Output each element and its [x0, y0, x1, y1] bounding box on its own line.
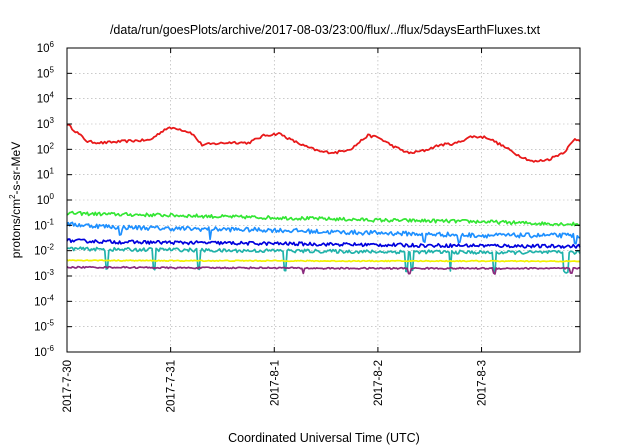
x-tick-label: 2017-8-1: [269, 360, 281, 406]
x-tick-label: 2017-8-3: [477, 360, 489, 406]
y-tick-label-exp: 1: [50, 167, 55, 176]
y-tick-label-exp: -5: [47, 319, 55, 328]
y-axis-label: protons/cm2-s-sr-MeV: [8, 142, 23, 258]
series-line-3: [66, 221, 581, 245]
grid-lines: [67, 48, 580, 352]
y-tick-label-base: 10: [37, 195, 50, 207]
y-tick-label: 10-6: [34, 344, 54, 359]
y-tick-label-base: 10: [34, 296, 47, 308]
y-tick-label-base: 10: [37, 144, 50, 156]
y-axis-label-main: protons/cm: [9, 199, 23, 258]
y-tick-label-base: 10: [34, 220, 47, 232]
series-line-7: [66, 265, 580, 275]
y-tick-label-exp: -4: [47, 293, 55, 302]
y-tick-label: 10-4: [34, 293, 54, 308]
y-tick-label-base: 10: [37, 94, 50, 106]
y-tick-label: 10-1: [34, 217, 54, 232]
y-tick-label: 10-3: [34, 268, 54, 283]
series-line-4: [66, 238, 581, 249]
y-tick-label-exp: 3: [50, 116, 55, 125]
y-tick-label: 103: [37, 116, 55, 131]
y-tick-label-base: 10: [34, 271, 47, 283]
y-tick-label: 105: [37, 65, 55, 80]
y-tick-label-base: 10: [37, 68, 50, 80]
chart-title: /data/run/goesPlots/archive/2017-08-03/2…: [110, 23, 541, 37]
series-group: [66, 123, 581, 275]
series-line-2: [66, 210, 581, 227]
y-tick-label: 10-2: [34, 243, 54, 258]
x-tick-labels: 2017-7-30 2017-7-31 2017-8-1 2017-8-2 2017-8…: [62, 360, 489, 412]
y-tick-label-base: 10: [34, 347, 47, 359]
y-tick-label: 106: [37, 40, 55, 55]
y-tick-label-exp: -1: [47, 217, 55, 226]
y-tick-label-base: 10: [37, 170, 50, 182]
y-tick-label-exp: 2: [50, 141, 55, 150]
series-line-5: [66, 246, 581, 274]
y-tick-label-base: 10: [37, 43, 50, 55]
y-tick-label-base: 10: [34, 246, 47, 258]
y-tick-label: 104: [37, 91, 55, 106]
y-tick-label: 100: [37, 192, 55, 207]
x-tick-label: 2017-7-31: [166, 360, 178, 412]
y-tick-labels: 10-610-510-410-310-210-11001011021031041…: [34, 40, 54, 359]
y-tick-label-exp: -6: [47, 344, 55, 353]
y-axis-label-sup: 2: [8, 194, 17, 199]
y-tick-label-exp: 4: [50, 91, 55, 100]
y-tick-label: 101: [37, 167, 55, 182]
y-tick-label-exp: 0: [50, 192, 55, 201]
y-tick-label: 102: [37, 141, 55, 156]
x-tick-label: 2017-8-2: [373, 360, 385, 406]
x-axis-label: Coordinated Universal Time (UTC): [228, 431, 420, 445]
series-line-6: [66, 259, 581, 263]
tick-marks: [66, 47, 580, 353]
x-tick-label: 2017-7-30: [62, 360, 74, 412]
y-tick-label-base: 10: [34, 322, 47, 334]
series-line-1: [66, 123, 581, 163]
y-axis-label-rest: -s-sr-MeV: [9, 142, 23, 195]
y-tick-label-base: 10: [37, 119, 50, 131]
y-tick-label-exp: 6: [50, 40, 55, 49]
y-tick-label: 10-5: [34, 319, 54, 334]
y-tick-label-exp: -2: [47, 243, 55, 252]
y-tick-label-exp: 5: [50, 65, 55, 74]
y-tick-label-exp: -3: [47, 268, 55, 277]
